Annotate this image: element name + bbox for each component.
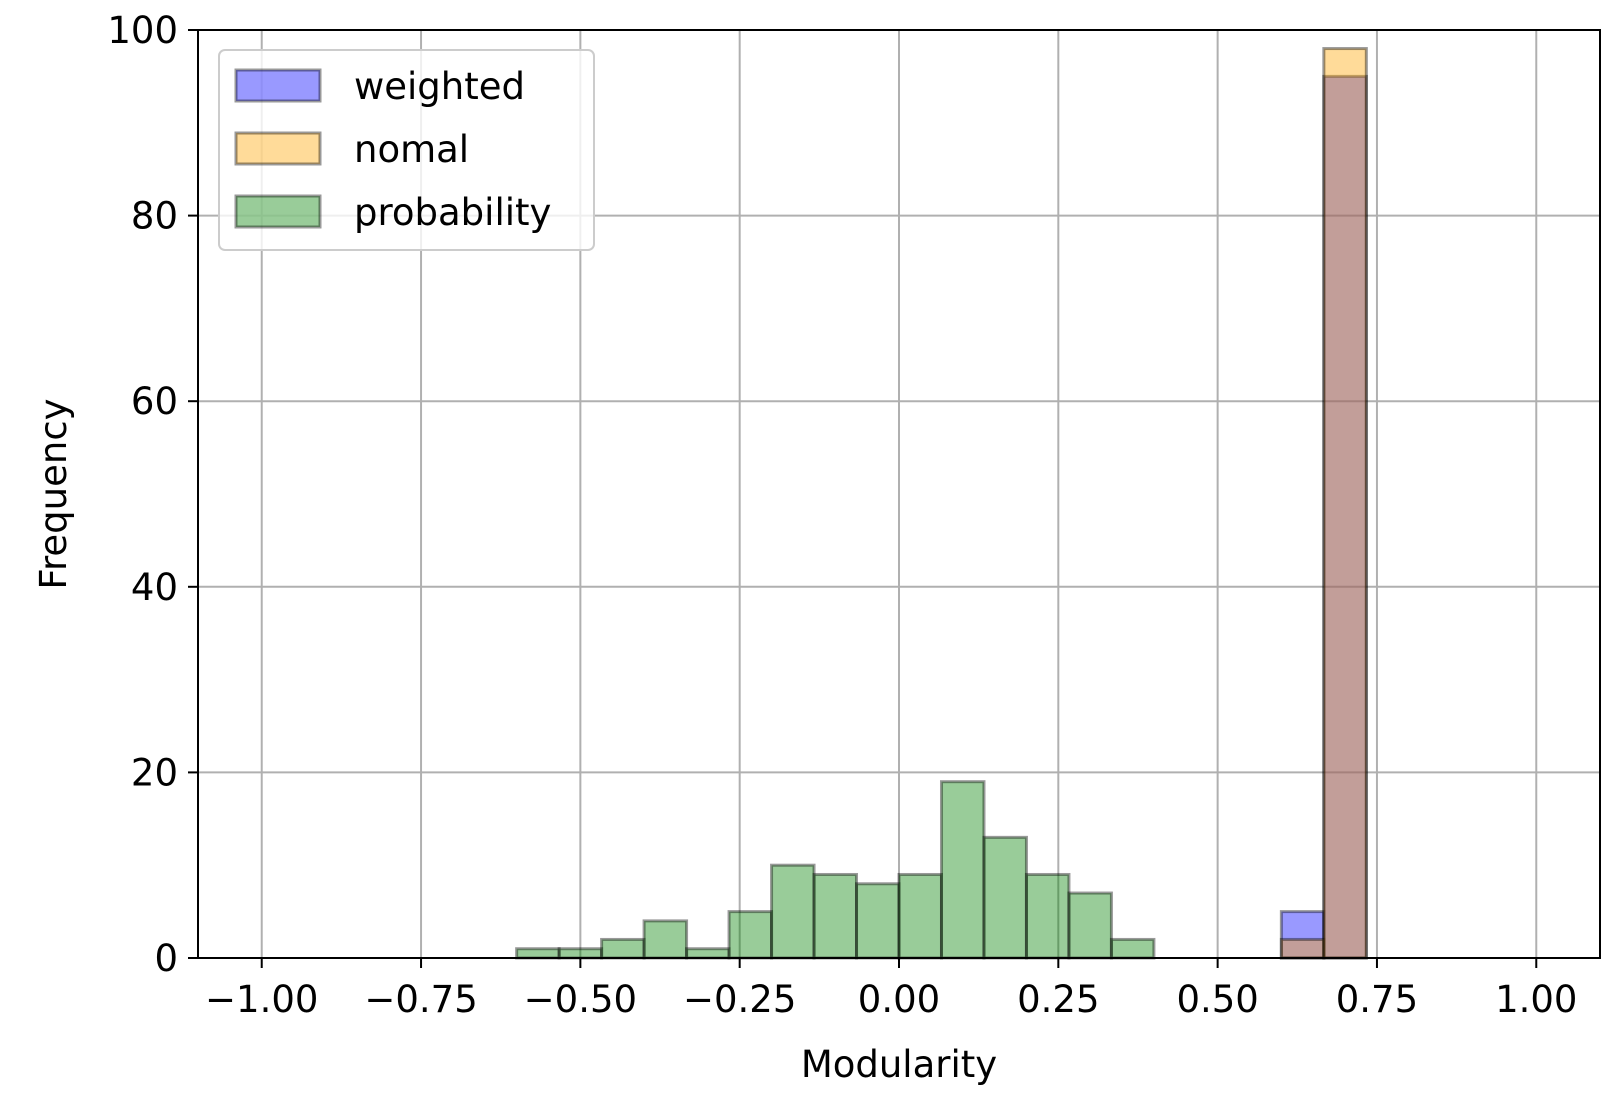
y-tick-label: 80 [131,195,178,238]
y-tick-label: 100 [107,9,178,52]
bar-probability [939,780,986,960]
bar-probability [1024,872,1071,960]
legend-swatch-weighted [234,68,322,103]
y-tick-label: 40 [131,566,178,609]
bar-probability [855,882,901,960]
y-axis-ticks: 0 20 40 60 80 100 [107,9,198,980]
x-tick-label: 1.00 [1495,978,1577,1021]
x-axis-label: Modularity [801,1043,997,1086]
legend: weighted nomal probability [218,49,595,251]
bar-probability [1067,891,1113,960]
legend-label-weighted: weighted [354,65,525,108]
bar-probability [770,863,816,960]
bar-probability [600,937,646,960]
bar-weighted [1279,910,1326,960]
x-tick-label: −0.75 [364,978,477,1021]
bar-nomal [1279,937,1326,960]
x-tick-label: −0.50 [524,978,637,1021]
bar-probability [982,835,1028,960]
bar-probability [897,872,943,960]
bar-nomal [1322,47,1368,960]
legend-swatch-nomal [234,131,322,166]
y-tick-label: 0 [154,937,178,980]
x-tick-label: 0.75 [1336,978,1418,1021]
legend-swatch-probability [234,194,322,229]
y-tick-label: 20 [131,751,178,794]
y-tick-label: 60 [131,380,178,423]
x-tick-label: 0.50 [1176,978,1258,1021]
histogram-bars [515,47,1368,960]
bar-probability [685,947,731,960]
bar-probability [727,910,774,960]
x-tick-label: −0.25 [683,978,796,1021]
x-tick-label: −1.00 [205,978,318,1021]
bar-weighted [1322,74,1368,960]
x-axis-ticks: −1.00 −0.75 −0.50 −0.25 0.00 0.25 0.50 0.75 1.00 [205,958,1577,1021]
bar-probability [515,947,561,960]
bar-probability [1109,937,1156,960]
x-tick-label: 0.25 [1017,978,1099,1021]
y-axis-label: Frequency [32,398,75,589]
bar-probability [812,872,859,960]
legend-box [218,49,595,251]
bar-probability [557,947,604,960]
x-tick-label: 0.00 [858,978,940,1021]
legend-label-probability: probability [354,191,551,234]
legend-label-nomal: nomal [354,128,469,171]
bar-probability [642,919,689,960]
